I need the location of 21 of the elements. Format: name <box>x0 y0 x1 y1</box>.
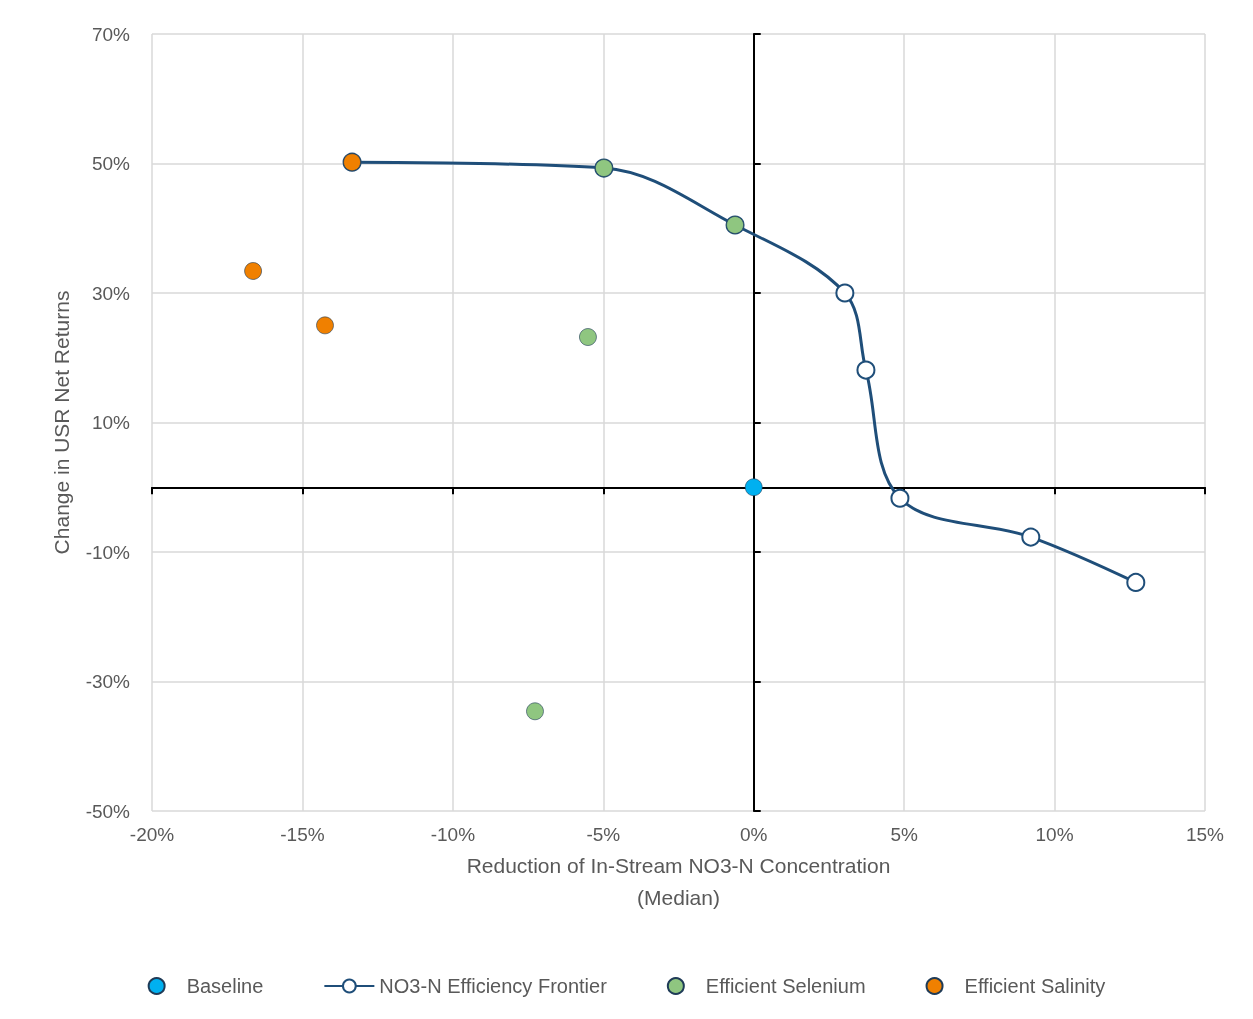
y-tick-label: -30% <box>85 671 131 692</box>
x-tick-label: -5% <box>586 824 621 845</box>
x-tick-label: -10% <box>430 824 476 845</box>
x-tick-label: -15% <box>280 824 325 845</box>
x-tick-label: 15% <box>1185 824 1225 845</box>
legend-label: Efficient Salinity <box>964 975 1106 997</box>
legend-label: NO3-N Efficiency Frontier <box>379 975 608 997</box>
y-tick-label: 70% <box>91 23 131 45</box>
y-tick-label: 10% <box>91 412 131 433</box>
x-tick-label: 0% <box>739 824 768 845</box>
x-tick-label: 10% <box>1035 824 1074 845</box>
x-tick-label: -20% <box>129 824 175 845</box>
x-axis-title: Reduction of In-Stream NO3-N Concentration (Median) <box>466 853 891 909</box>
y-tick-label: -50% <box>85 800 131 822</box>
x-tick-label: 5% <box>890 824 918 845</box>
y-tick-label: -10% <box>85 541 131 563</box>
legend-label: Baseline <box>186 975 264 997</box>
y-tick-label: 30% <box>91 282 131 304</box>
legend-label: Efficient Selenium <box>705 975 866 997</box>
y-tick-label: 50% <box>91 153 131 174</box>
y-axis-title: Change in USR Net Returns <box>50 290 73 555</box>
